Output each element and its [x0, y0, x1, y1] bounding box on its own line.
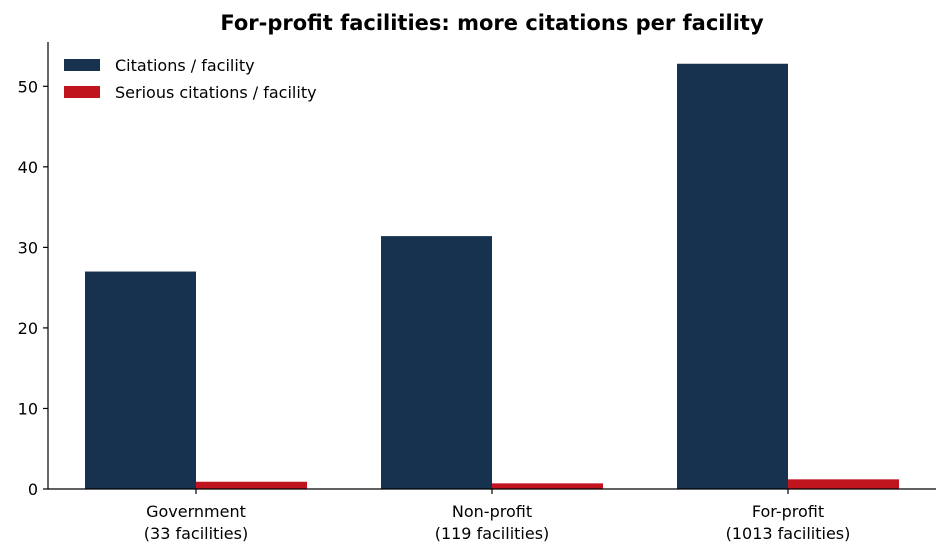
y-tick-label-1: 10 — [18, 399, 38, 418]
bar-citations-0 — [85, 271, 196, 489]
y-tick-label-5: 50 — [18, 77, 38, 96]
bar-serious-citations-1 — [492, 483, 603, 489]
x-tick-label-1-0: Non-profit — [452, 502, 532, 521]
x-tick-label-2-1: (1013 facilities) — [726, 524, 851, 543]
x-tick-label-0-0: Government — [146, 502, 246, 521]
plot-area: 0 10 20 30 40 50 Government (33 facilities) Non-… — [18, 42, 936, 543]
bar-serious-citations-0 — [196, 481, 307, 489]
legend: Citations / facility Serious citations / … — [64, 56, 317, 102]
chart-title: For-profit facilities: more citations pe… — [220, 11, 764, 35]
x-tick-label-1-1: (119 facilities) — [435, 524, 550, 543]
y-tick-label-0: 0 — [28, 480, 38, 499]
y-tick-label-4: 40 — [18, 158, 38, 177]
legend-swatch-citations — [64, 59, 100, 71]
y-tick-label-2: 20 — [18, 319, 38, 338]
bar-serious-citations-2 — [788, 479, 899, 489]
bar-citations-2 — [677, 63, 788, 490]
legend-label-serious-citations: Serious citations / facility — [115, 83, 317, 102]
bar-citations-1 — [381, 236, 492, 489]
x-tick-label-0-1: (33 facilities) — [144, 524, 248, 543]
legend-swatch-serious-citations — [64, 86, 100, 98]
x-tick-label-2-0: For-profit — [752, 502, 824, 521]
y-tick-label-3: 30 — [18, 238, 38, 257]
legend-label-citations: Citations / facility — [115, 56, 255, 75]
